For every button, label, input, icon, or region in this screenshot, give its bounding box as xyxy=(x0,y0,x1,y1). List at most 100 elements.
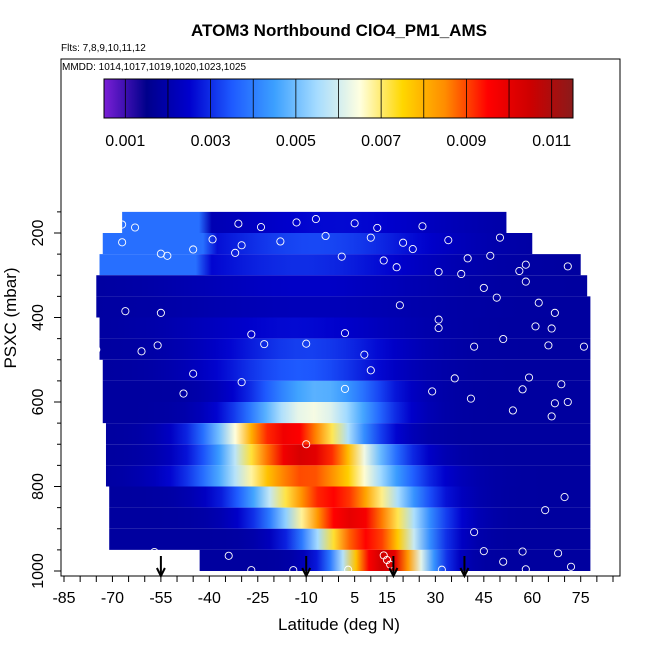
sample-point xyxy=(547,324,556,333)
sample-point xyxy=(276,237,285,246)
heatmap-band xyxy=(99,254,581,276)
sample-point xyxy=(234,219,243,228)
sample-point xyxy=(534,298,543,307)
sample-point xyxy=(518,547,527,556)
colorbar-tick-label: 0.005 xyxy=(276,133,316,150)
y-tick-label: 400 xyxy=(30,304,47,331)
sample-point xyxy=(563,397,572,407)
sample-point xyxy=(495,233,505,242)
sample-point xyxy=(63,285,72,295)
x-tick-label: -25 xyxy=(246,590,269,607)
flights-note: Flts: 7,8,9,10,11,12 xyxy=(61,43,146,54)
sample-point xyxy=(479,547,488,556)
x-axis: -85 -70 -55 -40 -25 -10 5 15 30 45 60 75 xyxy=(52,576,614,607)
sample-point xyxy=(260,340,269,349)
sample-point xyxy=(379,256,388,265)
x-tick-label: 45 xyxy=(475,590,493,607)
sample-point xyxy=(302,440,311,449)
sample-point xyxy=(550,308,559,317)
colorbar-tick-label: 0.001 xyxy=(105,133,145,150)
sample-point xyxy=(554,549,563,558)
plot-area xyxy=(60,58,621,579)
sample-point xyxy=(289,566,298,575)
sample-point xyxy=(544,341,553,350)
colorbar-divider-lines xyxy=(124,79,553,118)
sample-point xyxy=(470,342,479,351)
sample-point xyxy=(189,245,198,254)
colorbar: 0.001 0.003 0.005 0.007 0.009 0.011 xyxy=(103,78,574,150)
sample-point xyxy=(434,267,443,276)
x-tick-label: 60 xyxy=(523,590,541,607)
sample-point xyxy=(395,301,404,310)
heatmap-band xyxy=(99,317,591,339)
colorbar-tick-label: 0.011 xyxy=(532,133,571,150)
heatmap-band xyxy=(102,402,591,424)
y-tick-label: 600 xyxy=(30,389,47,416)
sample-point xyxy=(399,238,408,247)
sample-point xyxy=(579,342,588,351)
heatmap-band xyxy=(199,549,591,571)
sample-point xyxy=(508,406,517,415)
sample-point xyxy=(479,283,488,292)
sample-point xyxy=(470,528,479,537)
sample-points xyxy=(63,215,601,575)
heatmap-band xyxy=(102,380,591,402)
sample-point xyxy=(550,399,559,408)
sample-point xyxy=(311,215,320,224)
sample-point xyxy=(524,373,534,382)
sample-point xyxy=(515,266,524,276)
sample-point xyxy=(466,394,475,403)
sample-point xyxy=(373,223,382,232)
x-tick-label: -85 xyxy=(52,590,75,607)
dates-note: MMDD: 1014,1017,1019,1020,1023,1025 xyxy=(62,62,246,73)
sample-point xyxy=(256,223,266,232)
sample-point xyxy=(121,307,130,316)
sample-point xyxy=(499,557,508,566)
sample-point xyxy=(408,245,417,254)
sample-point xyxy=(292,218,301,227)
sample-point xyxy=(179,389,188,398)
sample-point xyxy=(350,219,359,228)
sample-point xyxy=(76,234,85,243)
sample-point xyxy=(434,324,443,333)
sample-point xyxy=(189,369,198,378)
sample-point xyxy=(237,378,246,387)
sample-point xyxy=(85,318,94,327)
x-tick-label: 15 xyxy=(378,590,396,607)
y-axis-label: PSXC (mbar) xyxy=(1,267,20,368)
y-tick-label: 1000 xyxy=(30,553,47,589)
heatmap-band xyxy=(102,359,591,381)
colorbar-tick-label: 0.009 xyxy=(446,133,486,150)
sample-point xyxy=(321,231,330,241)
x-tick-label: 5 xyxy=(350,590,359,607)
sample-point xyxy=(531,322,540,331)
heatmap-band xyxy=(96,296,591,318)
sample-point xyxy=(541,506,550,515)
sample-point xyxy=(486,251,495,260)
sample-point xyxy=(418,222,427,231)
heatmap-band xyxy=(105,465,591,487)
chart-title: ATOM3 Northbound ClO4_PM1_AMS xyxy=(191,21,487,40)
colorbar-tick-labels: 0.001 0.003 0.005 0.007 0.009 0.011 xyxy=(105,133,571,150)
x-tick-label: -70 xyxy=(101,590,124,607)
sample-point xyxy=(224,551,233,560)
flight-arrow xyxy=(155,556,166,579)
sample-point xyxy=(592,551,601,560)
sample-point xyxy=(231,248,240,257)
sample-point xyxy=(118,220,127,229)
x-tick-label: -55 xyxy=(149,590,172,607)
sample-point xyxy=(521,565,530,574)
sample-point xyxy=(92,345,101,354)
sample-point xyxy=(450,374,459,383)
x-tick-label: 30 xyxy=(426,590,444,607)
sample-point xyxy=(360,350,369,359)
sample-point xyxy=(434,315,443,324)
sample-point xyxy=(130,223,140,232)
sample-point xyxy=(366,366,375,375)
sample-point xyxy=(344,565,353,574)
heatmap-band xyxy=(102,233,533,255)
sample-point xyxy=(137,347,146,356)
y-tick-label: 200 xyxy=(30,220,47,247)
sample-point xyxy=(492,293,501,302)
